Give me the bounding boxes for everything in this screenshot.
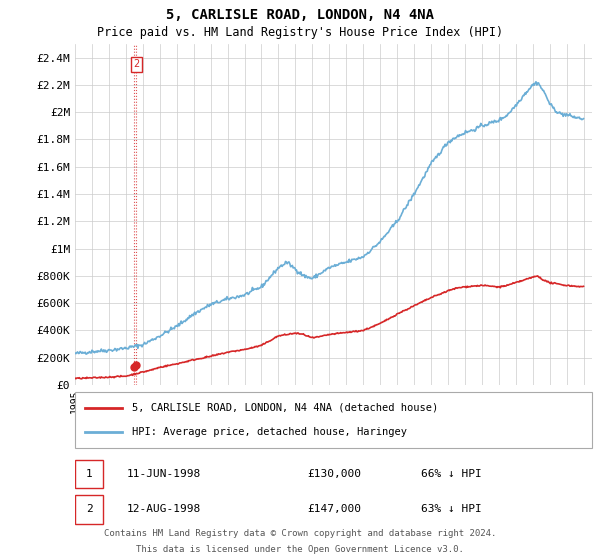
- Text: £130,000: £130,000: [308, 469, 362, 479]
- Bar: [75, 460, 103, 488]
- Text: 5, CARLISLE ROAD, LONDON, N4 4NA: 5, CARLISLE ROAD, LONDON, N4 4NA: [166, 8, 434, 22]
- Text: £147,000: £147,000: [308, 504, 362, 514]
- Text: 63% ↓ HPI: 63% ↓ HPI: [421, 504, 482, 514]
- Text: HPI: Average price, detached house, Haringey: HPI: Average price, detached house, Hari…: [132, 427, 407, 437]
- Text: 12-AUG-1998: 12-AUG-1998: [127, 504, 201, 514]
- Text: This data is licensed under the Open Government Licence v3.0.: This data is licensed under the Open Gov…: [136, 545, 464, 554]
- Text: 66% ↓ HPI: 66% ↓ HPI: [421, 469, 482, 479]
- Bar: [75, 495, 103, 524]
- Text: 2: 2: [86, 504, 92, 514]
- Text: 11-JUN-1998: 11-JUN-1998: [127, 469, 201, 479]
- Text: 1: 1: [86, 469, 92, 479]
- Text: Price paid vs. HM Land Registry's House Price Index (HPI): Price paid vs. HM Land Registry's House …: [97, 26, 503, 39]
- Text: 5, CARLISLE ROAD, LONDON, N4 4NA (detached house): 5, CARLISLE ROAD, LONDON, N4 4NA (detach…: [132, 403, 438, 413]
- Text: 2: 2: [133, 59, 140, 69]
- Text: Contains HM Land Registry data © Crown copyright and database right 2024.: Contains HM Land Registry data © Crown c…: [104, 529, 496, 538]
